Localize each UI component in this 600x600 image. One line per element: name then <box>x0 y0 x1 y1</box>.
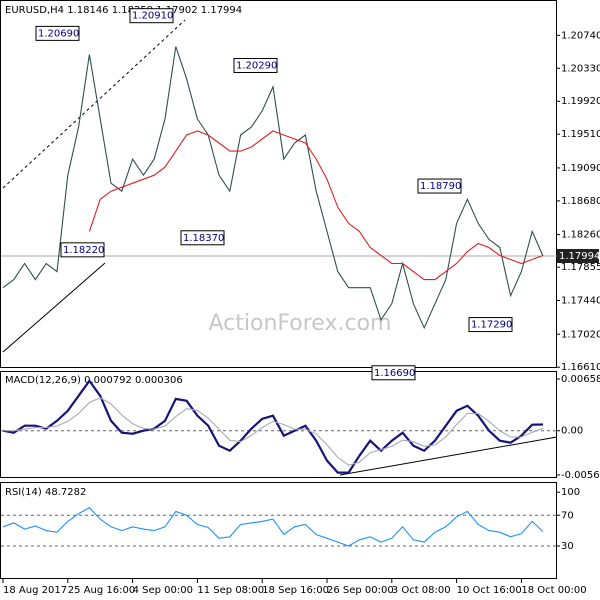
macd-panel <box>0 371 557 478</box>
annotation-box <box>60 242 105 258</box>
x-tick-label: 18 Sep 16:00 <box>262 585 329 596</box>
y-tick-label: 1.17020 <box>561 329 600 340</box>
annotation-box <box>35 25 80 41</box>
annotation-box <box>468 317 513 333</box>
annotation-label: 1.18220 <box>63 245 104 256</box>
y-tick-label: 0.006586 <box>561 374 600 385</box>
y-tick-label: -0.005634 <box>561 470 600 481</box>
y-tick-label: 1.20740 <box>561 30 600 41</box>
current-price-box <box>557 248 599 263</box>
annotation-label: 1.16690 <box>374 368 415 379</box>
y-tick-label: 1.20330 <box>561 63 600 74</box>
y-tick-label: 1.18260 <box>561 230 600 241</box>
series-line <box>2 506 544 547</box>
macd-title: MACD(12,26,9) 0.000792 0.000306 <box>5 375 183 386</box>
annotation-label: 1.20910 <box>132 11 173 22</box>
trend-line <box>339 436 558 476</box>
x-tick-label: 11 Sep 08:00 <box>197 585 264 596</box>
x-tick-label: 26 Sep 00:00 <box>327 585 394 596</box>
rsi-panel <box>0 482 557 579</box>
annotation-box <box>233 58 278 74</box>
annotation-label: 1.18370 <box>183 233 224 244</box>
series-line <box>88 130 544 281</box>
annotation-label: 1.20690 <box>38 28 79 39</box>
y-tick-label: 1.19510 <box>561 129 600 140</box>
rsi-title: RSI(14) 48.7282 <box>5 487 86 498</box>
trend-line <box>2 19 186 189</box>
series-line <box>2 46 544 330</box>
annotation-box <box>417 178 462 194</box>
y-tick-label: 100 <box>561 487 580 498</box>
x-tick-label: 4 Sep 00:00 <box>133 585 193 596</box>
y-tick-label: 30 <box>561 541 574 552</box>
annotation-box <box>180 230 225 246</box>
y-tick-label: 1.19090 <box>561 163 600 174</box>
chart-title: EURUSD,H4 1.18146 1.18259 1.17902 1.1799… <box>5 5 242 16</box>
y-tick-label: 1.18680 <box>561 196 600 207</box>
x-tick-label: 3 Oct 08:00 <box>392 585 451 596</box>
y-tick-label: 70 <box>561 510 574 521</box>
annotation-label: 1.17290 <box>471 320 512 331</box>
trend-line <box>2 262 106 353</box>
annotation-box <box>129 8 174 24</box>
y-tick-label: 1.19920 <box>561 96 600 107</box>
series-line <box>3 397 544 466</box>
watermark: ActionForex.com <box>209 311 392 336</box>
annotation-label: 1.18790 <box>420 181 461 192</box>
current-price-label: 1.17994 <box>559 251 600 262</box>
x-tick-label: 18 Aug 2017 <box>3 585 67 596</box>
y-tick-label: 1.16610 <box>561 362 600 373</box>
x-tick-label: 18 Oct 00:00 <box>521 585 586 596</box>
price-panel <box>0 0 557 368</box>
y-tick-label: 1.17855 <box>561 262 600 273</box>
x-tick-label: 25 Aug 16:00 <box>68 585 135 596</box>
y-tick-label: 0.00 <box>561 426 583 437</box>
x-tick-label: 10 Oct 16:00 <box>457 585 522 596</box>
annotation-label: 1.20290 <box>236 61 277 72</box>
y-tick-label: 1.17440 <box>561 296 600 307</box>
series-line <box>2 379 544 474</box>
annotation-box <box>371 365 416 381</box>
